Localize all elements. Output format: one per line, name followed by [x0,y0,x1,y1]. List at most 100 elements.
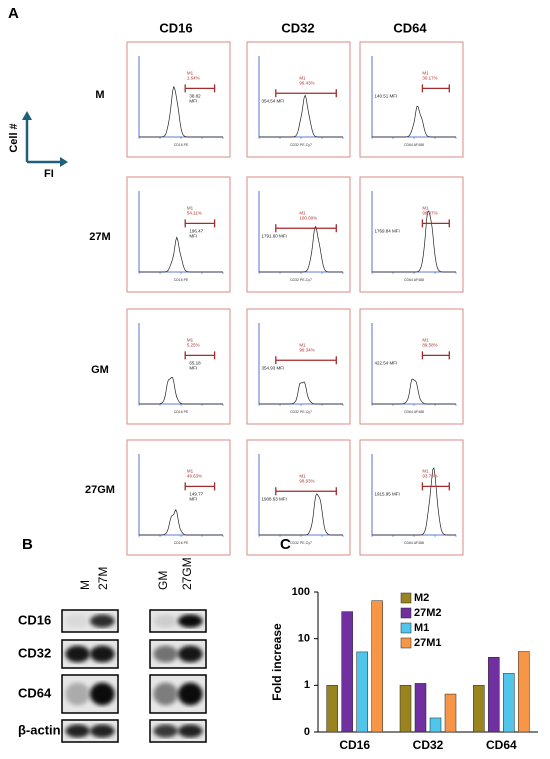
gate-bar [421,84,450,93]
histogram-curve [372,467,456,536]
histogram-curve [372,210,456,273]
histogram-frame [126,439,231,556]
blot-band [65,682,90,706]
bar [503,673,515,733]
histogram-frame [126,308,231,425]
gate-bar [275,487,337,496]
histogram-xlabel: CD16 PE [174,541,189,545]
row-label: 27M [89,231,110,243]
bar [414,683,427,733]
histogram-curve [139,376,223,405]
gate-percent: 5.25% [187,343,200,348]
blot-band [178,645,203,663]
blot-band [153,645,178,663]
blot-band [90,682,115,706]
histogram-frame [359,176,464,293]
axis-icon [22,111,68,167]
blot-band [90,645,115,663]
mfi-value: MFI [189,99,197,104]
gate-percent: 99.34% [299,347,314,352]
mfi-value: 354.93 MFI [262,365,285,370]
histogram-xlabel: CD64 AF488 [404,143,424,147]
histogram-curve [139,236,223,273]
gate-percent: 99.97% [422,211,437,216]
y-tick-label: 10 [298,633,310,645]
gate-bar [275,356,337,365]
bar [341,611,353,733]
gate-name: M1 [422,71,429,76]
blot-band [65,614,90,628]
bar [518,651,530,733]
mfi-value: 354.54 MFI [262,98,285,103]
panel-label: B [22,536,33,553]
gate-percent: 1.64% [187,76,200,81]
blot-band [153,614,178,628]
blot-band [90,724,115,738]
mfi-value: MFI [189,234,197,239]
legend-label: 27M1 [414,637,442,649]
y-axis-label: Fold increase [270,623,284,701]
gate-bar [421,351,450,360]
bar [356,651,368,733]
legend-label: M1 [414,622,429,634]
mfi-value: 1908.63 MFI [262,496,287,501]
gate-percent: 30.17% [422,76,437,81]
histogram-curve [259,493,343,536]
histogram-xlabel: CD64 AF488 [404,541,424,545]
blot-band [65,645,90,663]
gate-percent: 89.58% [422,343,437,348]
gate-percent: 49.63% [187,474,202,479]
bar [444,693,457,733]
mfi-value: 422.54 MFI [375,361,398,366]
histogram-xlabel: CD16 PE [174,278,189,282]
legend-swatch [400,637,412,649]
protein-label: CD64 [18,685,52,700]
lane-label: 27M [96,567,110,590]
gate-bar [184,351,216,360]
axis-icon-x: FI [44,168,54,180]
blot-band [178,724,203,738]
bar [488,656,500,733]
histogram-axes [138,191,223,273]
mfi-value: MFI [189,497,197,502]
histogram-axes [138,323,223,405]
histogram-xlabel: CD16 PE [174,143,189,147]
panel-label: C [280,536,291,553]
bar [371,600,383,733]
gate-name: M1 [299,75,306,80]
histogram-axes [138,454,223,536]
bar [429,717,442,733]
histogram-frame [246,308,351,425]
histogram-curve [372,378,456,405]
mfi-value: 1769.84 MFI [375,229,400,234]
histogram-xlabel: CD64 AF488 [404,410,424,414]
gate-name: M1 [187,71,194,76]
protein-label: CD32 [18,645,51,660]
axis-icon-y: Cell # [8,123,20,152]
row-label: 27GM [85,484,115,496]
histogram-axes [258,323,343,405]
blot-band [65,724,90,738]
x-tick-label: CD16 [339,738,370,752]
y-tick-label: 0 [304,726,310,738]
gate-name: M1 [187,469,194,474]
gate-bar [275,89,337,98]
blot-band [153,724,178,738]
gate-name: M1 [422,469,429,474]
histogram-frame [359,439,464,556]
gate-bar [184,482,216,491]
mfi-value: 1791.60 MFI [262,233,287,238]
histogram-frame [246,439,351,556]
histogram-xlabel: CD32 PE-Cy7 [290,410,312,414]
gate-name: M1 [422,338,429,343]
blot-band [178,614,203,628]
bar [399,685,412,733]
legend-swatch [400,622,412,634]
gate-percent: 54.11% [187,211,202,216]
column-header: CD32 [281,20,314,35]
histogram-curve [259,94,343,138]
gate-percent: 98.93% [299,478,314,483]
bar [326,685,338,733]
histogram-frame [359,41,464,158]
